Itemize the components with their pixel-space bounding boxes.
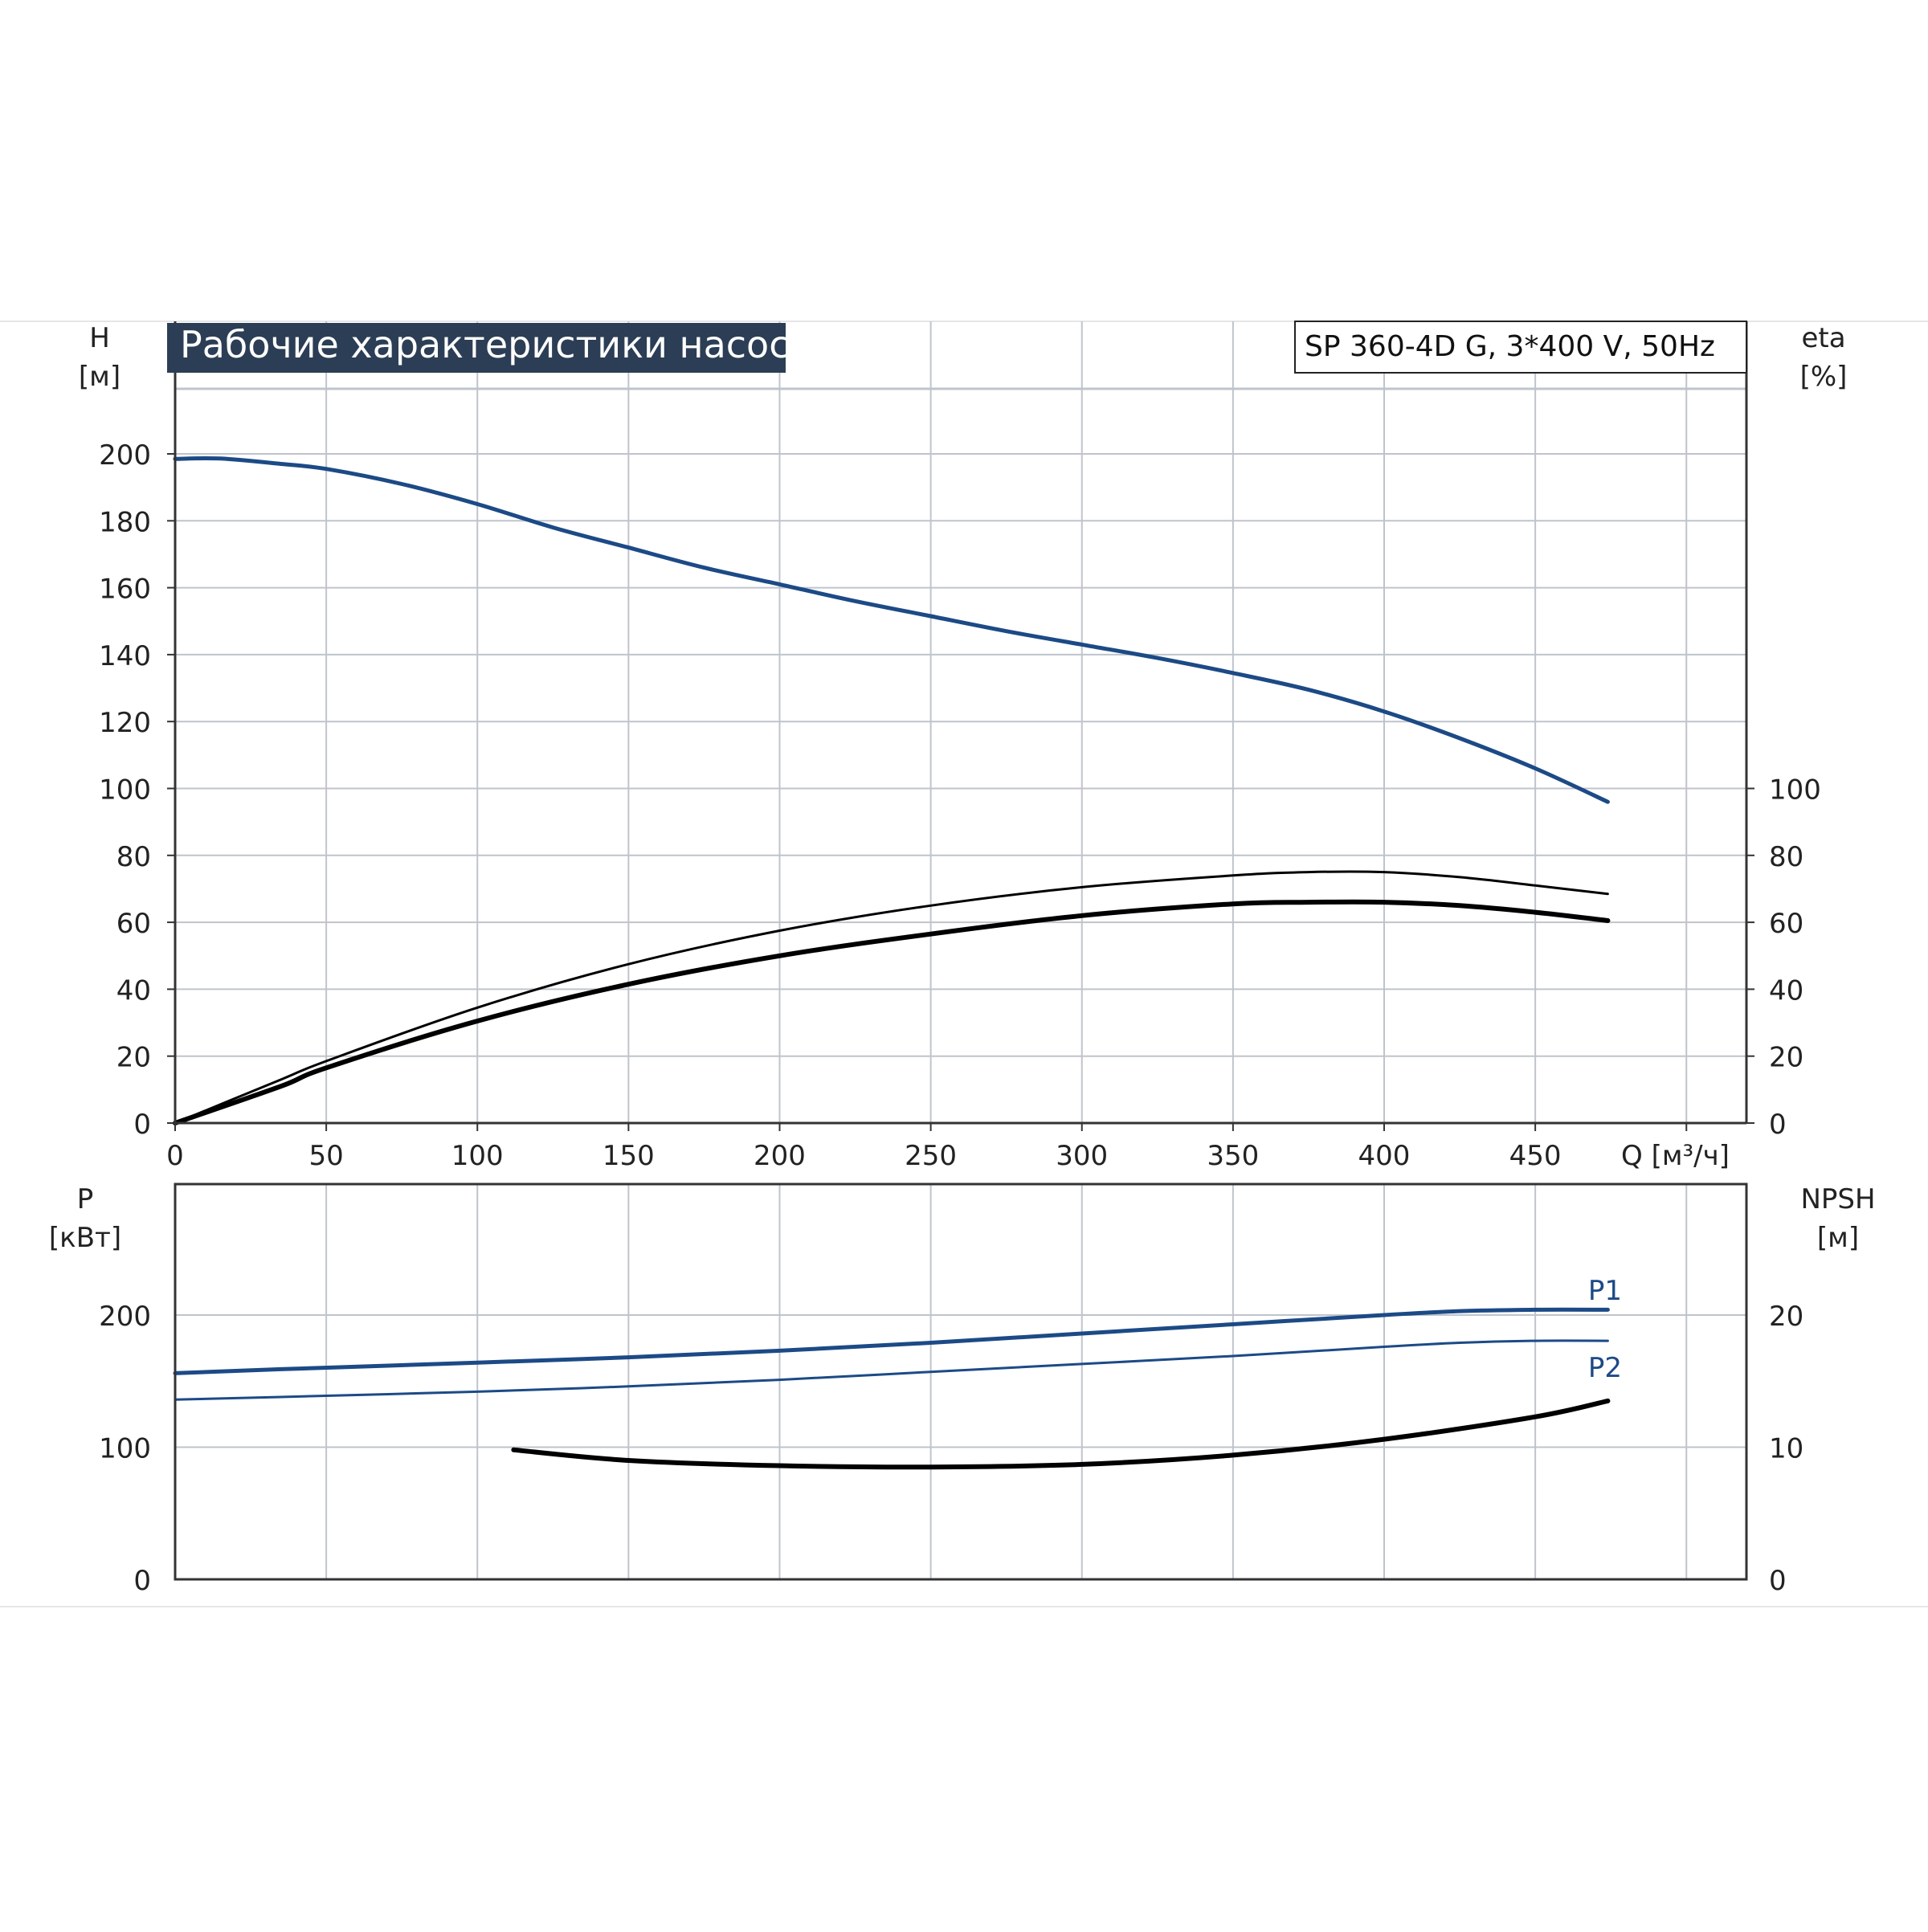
eta-tick-label: 40	[1769, 974, 1803, 1007]
h-tick-label: 180	[99, 506, 151, 538]
bottom-plot-frame	[174, 1182, 1748, 1581]
h-tick-label: 20	[116, 1042, 151, 1074]
model-box	[1294, 321, 1747, 374]
eta-tick-label: 100	[1769, 774, 1821, 807]
power-p1-curve	[173, 1307, 1610, 1375]
series-label-p1: P1	[1588, 1275, 1622, 1307]
npsh-tick-label: 20	[1769, 1301, 1803, 1333]
grid-layer	[175, 321, 1746, 1579]
h-tick-label: 140	[99, 640, 151, 672]
p-tick-label: 200	[99, 1301, 151, 1333]
h-tick-label: 60	[116, 908, 151, 940]
model-label: SP 360-4D G, 3*400 V, 50Hz	[1305, 330, 1715, 363]
q-tick-label: 100	[451, 1140, 504, 1172]
h-tick-label: 0	[133, 1109, 151, 1141]
q-tick-label: 450	[1509, 1140, 1562, 1172]
eta-tick-label: 0	[1769, 1109, 1787, 1141]
eta-tick-label: 60	[1769, 908, 1803, 940]
p-tick-label: 0	[133, 1565, 151, 1597]
q-tick-label: 50	[308, 1140, 343, 1172]
q-axis-label: Q [м³/ч]	[1621, 1140, 1730, 1172]
q-tick-label: 250	[905, 1140, 957, 1172]
h-tick-label: 80	[116, 841, 151, 873]
q-tick-label: 300	[1056, 1140, 1108, 1172]
p-axis-unit: [кВт]	[49, 1222, 121, 1254]
eta-tick-label: 20	[1769, 1042, 1803, 1074]
npsh-axis-label: NPSH	[1800, 1183, 1875, 1215]
q-tick-label: 400	[1358, 1140, 1411, 1172]
h-tick-label: 160	[99, 574, 151, 606]
q-tick-label: 150	[602, 1140, 655, 1172]
h-tick-label: 40	[116, 974, 151, 1007]
curves-layer	[173, 455, 1611, 1470]
q-tick-label: 200	[754, 1140, 806, 1172]
h-tick-label: 200	[99, 439, 151, 472]
p-axis-label: P	[77, 1183, 94, 1215]
q-tick-label: 350	[1207, 1140, 1259, 1172]
npsh-curve	[511, 1398, 1611, 1470]
efficiency-curve-lower	[173, 899, 1611, 1125]
h-tick-label: 100	[99, 774, 151, 807]
power-p2-curve	[174, 1339, 1609, 1401]
h-axis-unit: [м]	[79, 361, 120, 393]
npsh-tick-label: 10	[1769, 1433, 1803, 1465]
labels-layer: 0204060801001201401601802000204060801000…	[99, 439, 1821, 1597]
eta-axis-label: eta	[1801, 322, 1845, 354]
q-tick-label: 0	[166, 1140, 184, 1172]
eta-axis-unit: [%]	[1800, 361, 1848, 393]
h-axis-label: H	[89, 322, 110, 354]
chart-title: Рабочие характеристики насоса	[180, 323, 812, 366]
p-tick-label: 100	[99, 1433, 151, 1465]
efficiency-curve-upper	[174, 870, 1609, 1125]
npsh-tick-label: 0	[1769, 1565, 1787, 1597]
npsh-axis-unit: [м]	[1817, 1222, 1859, 1254]
series-label-p2: P2	[1588, 1352, 1622, 1384]
title-box	[167, 323, 786, 373]
axes-layer	[167, 321, 1754, 1581]
h-tick-label: 120	[99, 707, 151, 739]
eta-tick-label: 80	[1769, 841, 1803, 873]
head-curve	[173, 455, 1610, 804]
